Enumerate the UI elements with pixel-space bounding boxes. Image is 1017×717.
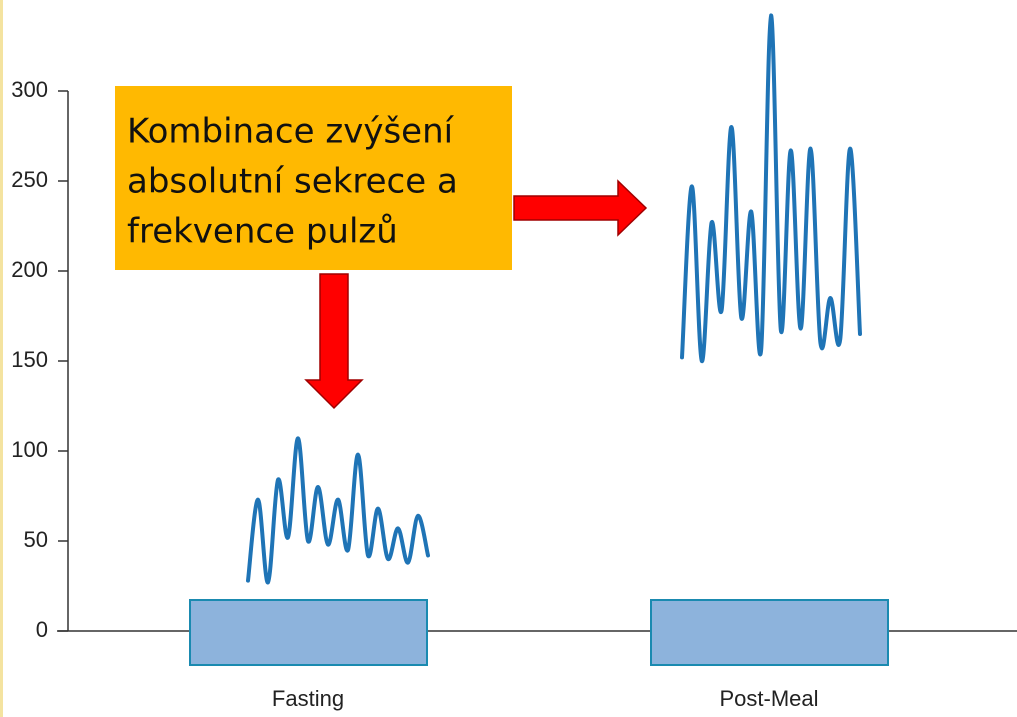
y-tick-label: 50	[24, 527, 48, 552]
series-line	[246, 436, 430, 585]
y-tick-label: 200	[11, 257, 48, 282]
series-line	[680, 13, 862, 364]
y-tick-label: 0	[36, 617, 48, 642]
annotation-line: frekvence pulzů	[127, 212, 398, 252]
y-tick-label: 100	[11, 437, 48, 462]
y-tick-label: 300	[11, 77, 48, 102]
x-tick-label: Fasting	[272, 686, 344, 711]
x-tick-label: Post-Meal	[719, 686, 818, 711]
period-box	[189, 599, 428, 666]
annotation-line: Kombinace zvýšení	[127, 112, 455, 152]
annotation-box	[115, 86, 512, 270]
arrow-down	[304, 273, 364, 410]
period-box	[650, 599, 889, 666]
edge-strip	[0, 0, 3, 717]
annotation-line: absolutní sekrece a	[127, 162, 458, 202]
y-tick-label: 250	[11, 167, 48, 192]
y-tick-label: 150	[11, 347, 48, 372]
arrow-right	[513, 179, 648, 237]
